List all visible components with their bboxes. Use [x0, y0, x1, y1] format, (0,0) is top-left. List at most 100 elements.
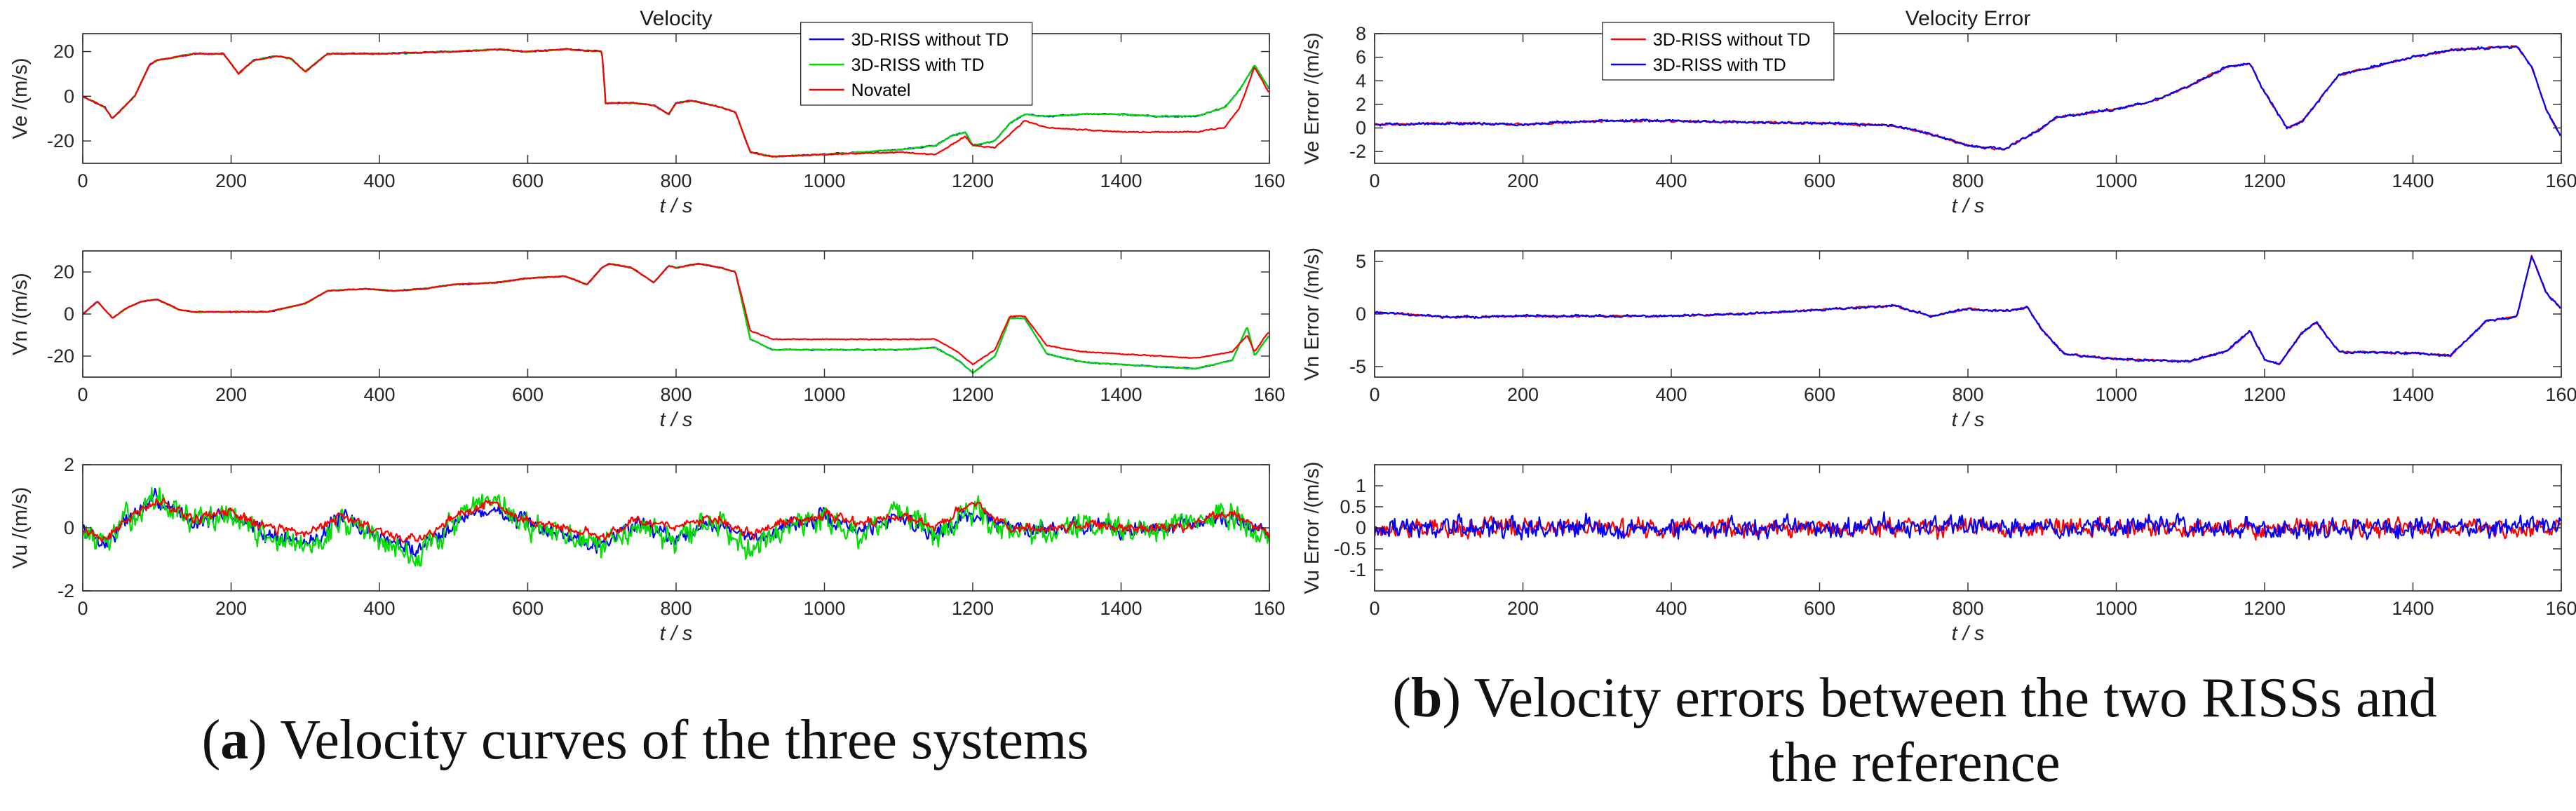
y-tick-label: 0	[1356, 304, 1366, 325]
series-group	[83, 486, 1269, 567]
x-tick-label: 0	[1369, 384, 1380, 405]
legend: 3D-RISS without TD 3D-RISS with TD Novatel	[800, 22, 1033, 106]
x-tick-label: 800	[660, 384, 692, 405]
x-tick-label: 0	[77, 170, 88, 191]
x-tick-label: 800	[1952, 170, 1983, 191]
x-axis-label: t / s	[660, 622, 693, 645]
series-line-3d-riss-with-td	[83, 486, 1269, 567]
x-tick-label: 200	[1507, 384, 1539, 405]
caption-b-text-line1: Velocity errors between the two RISSs an…	[1474, 667, 2437, 729]
chart-title: Velocity Error	[1906, 7, 2030, 30]
x-tick-label: 1200	[2244, 384, 2286, 405]
caption-a-text: Velocity curves of the three systems	[280, 709, 1089, 771]
series-group	[1375, 511, 2561, 541]
caption-a: (a) Velocity curves of the three systems	[201, 709, 1089, 771]
x-axis-label: t / s	[1952, 409, 1985, 431]
x-tick-label: 200	[215, 598, 247, 619]
y-tick-label: 6	[1356, 47, 1366, 68]
x-tick-label: 1400	[2392, 384, 2434, 405]
x-tick-label: 1200	[952, 384, 994, 405]
y-tick-label: 5	[1356, 251, 1366, 272]
x-tick-label: 200	[215, 170, 247, 191]
y-tick-label: -20	[47, 130, 74, 151]
x-tick-label: 0	[77, 598, 88, 619]
y-tick-label: 20	[53, 261, 74, 282]
x-tick-label: 400	[363, 598, 395, 619]
y-tick-label: -2	[58, 580, 74, 601]
series-line-novatel	[83, 48, 1269, 158]
series-line-3d-riss-with-td	[1375, 256, 2561, 365]
series-line-novatel	[83, 263, 1269, 366]
x-tick-label: 600	[1804, 384, 1835, 405]
caption-b-text-line2: the reference	[1769, 732, 2061, 793]
chart-ve-err: 0 200 400 600 800 1000 1200 1400 160 8 64 2 0-2 t / s…	[1301, 7, 2576, 217]
y-tick-label: -1	[1349, 559, 1366, 580]
y-tick-label: -5	[1349, 356, 1366, 377]
x-axis-label: t / s	[1952, 195, 1985, 217]
legend-entry-label: 3D-RISS without TD	[851, 30, 1009, 50]
legend-entry-label: 3D-RISS without TD	[1653, 30, 1811, 50]
chart-title: Velocity	[640, 7, 712, 30]
x-tick-label: 1000	[803, 598, 845, 619]
y-axis-label: Vu Error /(m/s)	[1301, 461, 1323, 594]
x-tick-label: 1000	[2095, 170, 2137, 191]
x-tick-label: 1200	[2244, 598, 2286, 619]
x-tick-label: 0	[77, 384, 88, 405]
legend-box	[1602, 22, 1835, 81]
caption-b-letter: b	[1410, 667, 1443, 729]
y-tick-label: 20	[53, 41, 74, 62]
x-tick-label: 600	[1804, 170, 1835, 191]
y-axis-label: Ve /(m/s)	[9, 57, 32, 139]
chart-vu-err: 0 200 400 600 800 1000 1200 1400 16010.50-0.5-1t…	[1301, 461, 2576, 645]
x-tick-label: 0	[1369, 170, 1380, 191]
x-tick-label: 400	[363, 170, 395, 191]
x-tick-label: 800	[1952, 384, 1983, 405]
y-tick-label: 8	[1356, 23, 1366, 44]
x-tick-label: 200	[215, 384, 247, 405]
plot-area	[83, 251, 1269, 377]
x-tick-label: 0	[1369, 598, 1380, 619]
y-axis-label: Ve Error /(m/s)	[1301, 32, 1323, 165]
plot-area	[1375, 251, 2561, 377]
legend: 3D-RISS without TD 3D-RISS with TD	[1602, 22, 1835, 81]
legend-entry-label: 3D-RISS with TD	[1653, 55, 1786, 75]
legend-entry-label: Novatel	[851, 81, 911, 100]
x-tick-label: 160	[2545, 384, 2576, 405]
y-tick-label: -20	[47, 346, 74, 367]
y-tick-label: 0	[1356, 517, 1366, 538]
legend-entry-label: 3D-RISS with TD	[851, 55, 985, 75]
plot-area	[83, 34, 1269, 163]
x-tick-label: 1000	[2095, 598, 2137, 619]
x-tick-label: 160	[1253, 598, 1285, 619]
x-tick-label: 600	[512, 170, 544, 191]
x-tick-label: 1000	[2095, 384, 2137, 405]
x-tick-label: 800	[1952, 598, 1983, 619]
x-tick-label: 160	[1253, 384, 1285, 405]
series-line-3d-riss-with-td	[1375, 511, 2561, 541]
series-group	[83, 262, 1269, 374]
x-axis-label: t / s	[660, 195, 693, 217]
y-tick-label: 0	[64, 304, 74, 325]
x-tick-label: 1400	[1100, 598, 1142, 619]
x-tick-label: 1200	[952, 170, 994, 191]
y-tick-label: 0	[1356, 118, 1366, 139]
x-axis-label: t / s	[1952, 622, 1985, 645]
x-tick-label: 160	[2545, 598, 2576, 619]
x-tick-label: 1400	[2392, 170, 2434, 191]
y-tick-label: 2	[64, 454, 74, 475]
x-tick-label: 600	[1804, 598, 1835, 619]
x-tick-label: 400	[1655, 384, 1687, 405]
x-tick-label: 200	[1507, 598, 1539, 619]
y-tick-label: -2	[1349, 141, 1366, 162]
x-tick-label: 1200	[2244, 170, 2286, 191]
series-group	[1375, 45, 2561, 151]
x-tick-label: 1200	[952, 598, 994, 619]
x-tick-label: 160	[2545, 170, 2576, 191]
y-axis-label: Vn /(m/s)	[9, 273, 32, 355]
x-tick-label: 800	[660, 598, 692, 619]
x-axis-label: t / s	[660, 409, 693, 431]
